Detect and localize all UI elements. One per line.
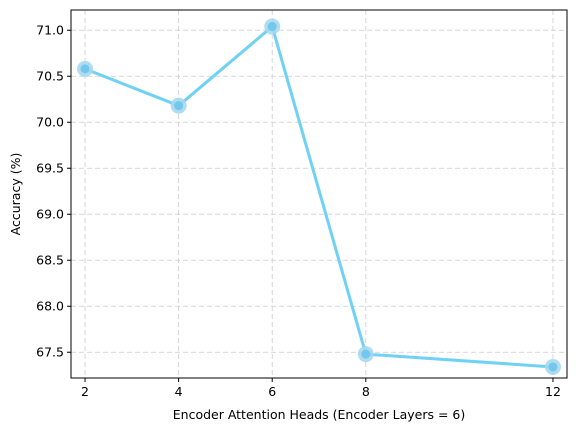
y-axis-label: Accuracy (%) — [8, 153, 23, 236]
ticks: 2 4 6 8 12 67.5 68.0 68.5 69.0 69.5 70.0 70.5 71.0 — [36, 23, 561, 399]
y-tick-label: 70.5 — [36, 69, 64, 84]
data-point — [80, 64, 90, 74]
x-tick-label: 12 — [545, 384, 561, 399]
y-tick-label: 70.0 — [36, 115, 64, 130]
y-tick-label: 68.5 — [36, 253, 64, 268]
data-point — [548, 362, 558, 372]
data-point — [361, 349, 371, 359]
x-tick-label: 2 — [81, 384, 89, 399]
y-tick-label: 69.0 — [36, 207, 64, 222]
series-layer — [77, 18, 561, 375]
y-tick-label: 69.5 — [36, 161, 64, 176]
x-tick-label: 4 — [175, 384, 183, 399]
data-point — [174, 101, 184, 111]
y-tick-label: 68.0 — [36, 299, 64, 314]
y-tick-label: 71.0 — [36, 23, 64, 38]
plot-frame — [70, 9, 568, 379]
data-point — [267, 22, 277, 32]
x-axis-label: Encoder Attention Heads (Encoder Layers … — [173, 407, 465, 422]
x-tick-label: 6 — [268, 384, 276, 399]
y-tick-label: 67.5 — [36, 345, 64, 360]
grid — [71, 10, 567, 378]
x-tick-label: 8 — [362, 384, 370, 399]
